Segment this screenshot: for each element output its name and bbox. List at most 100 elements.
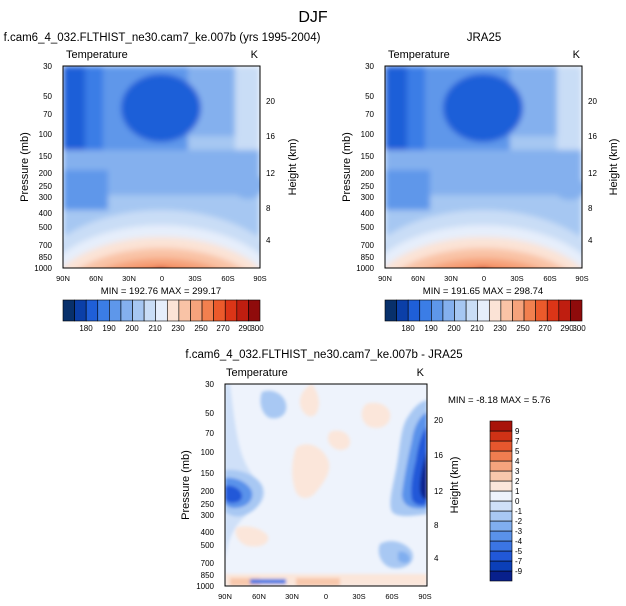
colorbar-label: 5	[515, 447, 520, 456]
y-axis-label: Pressure (mb)	[19, 132, 31, 202]
y-tick-label: 50	[43, 92, 52, 101]
y2-tick-label: 12	[434, 487, 443, 496]
y-tick-label: 400	[201, 528, 215, 537]
heatmap-field	[63, 66, 260, 268]
panel-model: f.cam6_4_032.FLTHIST_ne30.cam7_ke.007b (…	[4, 32, 321, 333]
field-band	[235, 526, 269, 547]
colorbar-label: 1	[515, 487, 520, 496]
field-band	[426, 258, 540, 268]
field-label: Temperature	[226, 367, 288, 379]
x-tick-label: 60N	[89, 274, 103, 283]
y2-tick-label: 8	[266, 204, 271, 213]
x-tick-label: 60N	[252, 592, 266, 601]
colorbar-label: 270	[216, 324, 230, 333]
heatmap-field	[225, 384, 427, 586]
colorbar-swatch	[523, 299, 536, 322]
colorbar-swatch	[454, 299, 467, 322]
colorbar-swatch	[384, 299, 397, 322]
y-axis-label: Pressure (mb)	[180, 450, 192, 520]
y-tick-label: 30	[205, 380, 214, 389]
y-tick-label: 200	[39, 169, 53, 178]
y-tick-label: 1000	[34, 264, 52, 273]
y-tick-label: 200	[201, 487, 215, 496]
x-tick-label: 30N	[122, 274, 136, 283]
field-band	[443, 74, 523, 142]
colorbar-swatch	[155, 299, 168, 322]
y-tick-label: 850	[39, 253, 53, 262]
colorbar-label: 210	[470, 324, 484, 333]
field-band	[398, 551, 410, 563]
x-tick-label: 60S	[221, 274, 234, 283]
y2-tick-label: 20	[266, 97, 275, 106]
field-band	[63, 170, 108, 210]
colorbar-swatch	[489, 490, 513, 502]
colorbar	[384, 299, 583, 322]
y-tick-label: 500	[201, 541, 215, 550]
y2-tick-label: 12	[588, 169, 597, 178]
x-tick-label: 60N	[411, 274, 425, 283]
y-tick-label: 100	[201, 448, 215, 457]
colorbar-swatch	[190, 299, 203, 322]
x-tick-label: 30N	[285, 592, 299, 601]
y2-tick-label: 20	[434, 416, 443, 425]
x-tick-label: 0	[324, 592, 328, 601]
colorbar-swatch	[465, 299, 479, 322]
colorbar-swatch	[488, 299, 502, 322]
colorbar-swatch	[407, 299, 421, 322]
field-band	[235, 66, 260, 166]
colorbar-label: 2	[515, 477, 520, 486]
y-tick-label: 700	[39, 241, 53, 250]
min-max-stats: MIN = -8.18 MAX = 5.76	[448, 395, 550, 406]
colorbar-swatch	[489, 430, 513, 442]
y-tick-label: 250	[201, 500, 215, 509]
colorbar	[62, 299, 261, 322]
colorbar-labels: 180 190 200 210 230 250 270 290 300	[401, 324, 586, 333]
y-tick-label: 70	[365, 110, 374, 119]
x-tick-label: 90S	[253, 274, 266, 283]
y-tick-label: 150	[361, 152, 375, 161]
colorbar-swatch	[396, 299, 409, 322]
y-tick-label: 100	[39, 130, 53, 139]
colorbar-label: 200	[125, 324, 139, 333]
colorbar-label: 250	[516, 324, 530, 333]
colorbar-swatch	[166, 299, 180, 322]
field-band	[230, 578, 260, 586]
y2-tick-label: 12	[266, 169, 275, 178]
y-tick-label: 400	[39, 209, 53, 218]
x-tick-label: 30S	[510, 274, 523, 283]
field-band	[250, 579, 286, 584]
y-tick-label: 700	[361, 241, 375, 250]
colorbar-label: 290	[238, 324, 252, 333]
colorbar-label: -7	[515, 557, 523, 566]
units-label: K	[573, 49, 581, 61]
panel-diff: f.cam6_4_032.FLTHIST_ne30.cam7_ke.007b -…	[180, 349, 550, 601]
min-max-stats: MIN = 192.76 MAX = 299.17	[101, 286, 221, 297]
y2-tick-label: 16	[588, 132, 597, 141]
panel-title: f.cam6_4_032.FLTHIST_ne30.cam7_ke.007b -…	[185, 349, 462, 361]
colorbar-swatch	[558, 299, 571, 322]
figure-title: DJF	[298, 9, 328, 26]
colorbar-label: 230	[493, 324, 507, 333]
x-ticks: 90N 60N 30N 0 30S 60S 90S	[56, 274, 267, 283]
y2-axis-label: Height (km)	[449, 457, 461, 514]
colorbar-swatch	[489, 420, 513, 432]
field-band	[361, 402, 391, 428]
colorbar-label: -5	[515, 547, 523, 556]
colorbar-label: -3	[515, 527, 523, 536]
colorbar-swatch	[489, 550, 513, 562]
colorbar-swatch	[213, 299, 226, 322]
colorbar-swatch	[442, 299, 455, 322]
y2-ticks: 20 16 12 8 4	[588, 97, 597, 245]
colorbar-swatch	[132, 299, 145, 322]
y-tick-label: 70	[205, 429, 214, 438]
min-max-stats: MIN = 191.65 MAX = 298.74	[423, 286, 543, 297]
colorbar-label: 190	[424, 324, 438, 333]
field-band	[385, 170, 430, 210]
x-ticks: 90N 60N 30N 0 30S 60S 90S	[218, 592, 432, 601]
plot-frame	[384, 65, 583, 269]
colorbar-label: 7	[515, 437, 520, 446]
colorbar-labels: 180 190 200 210 230 250 270 290 300	[79, 324, 264, 333]
x-tick-label: 60S	[543, 274, 556, 283]
y-tick-label: 70	[43, 110, 52, 119]
y-ticks: 30 50 70 100 150 200 250 300 400 500 700…	[196, 380, 214, 591]
